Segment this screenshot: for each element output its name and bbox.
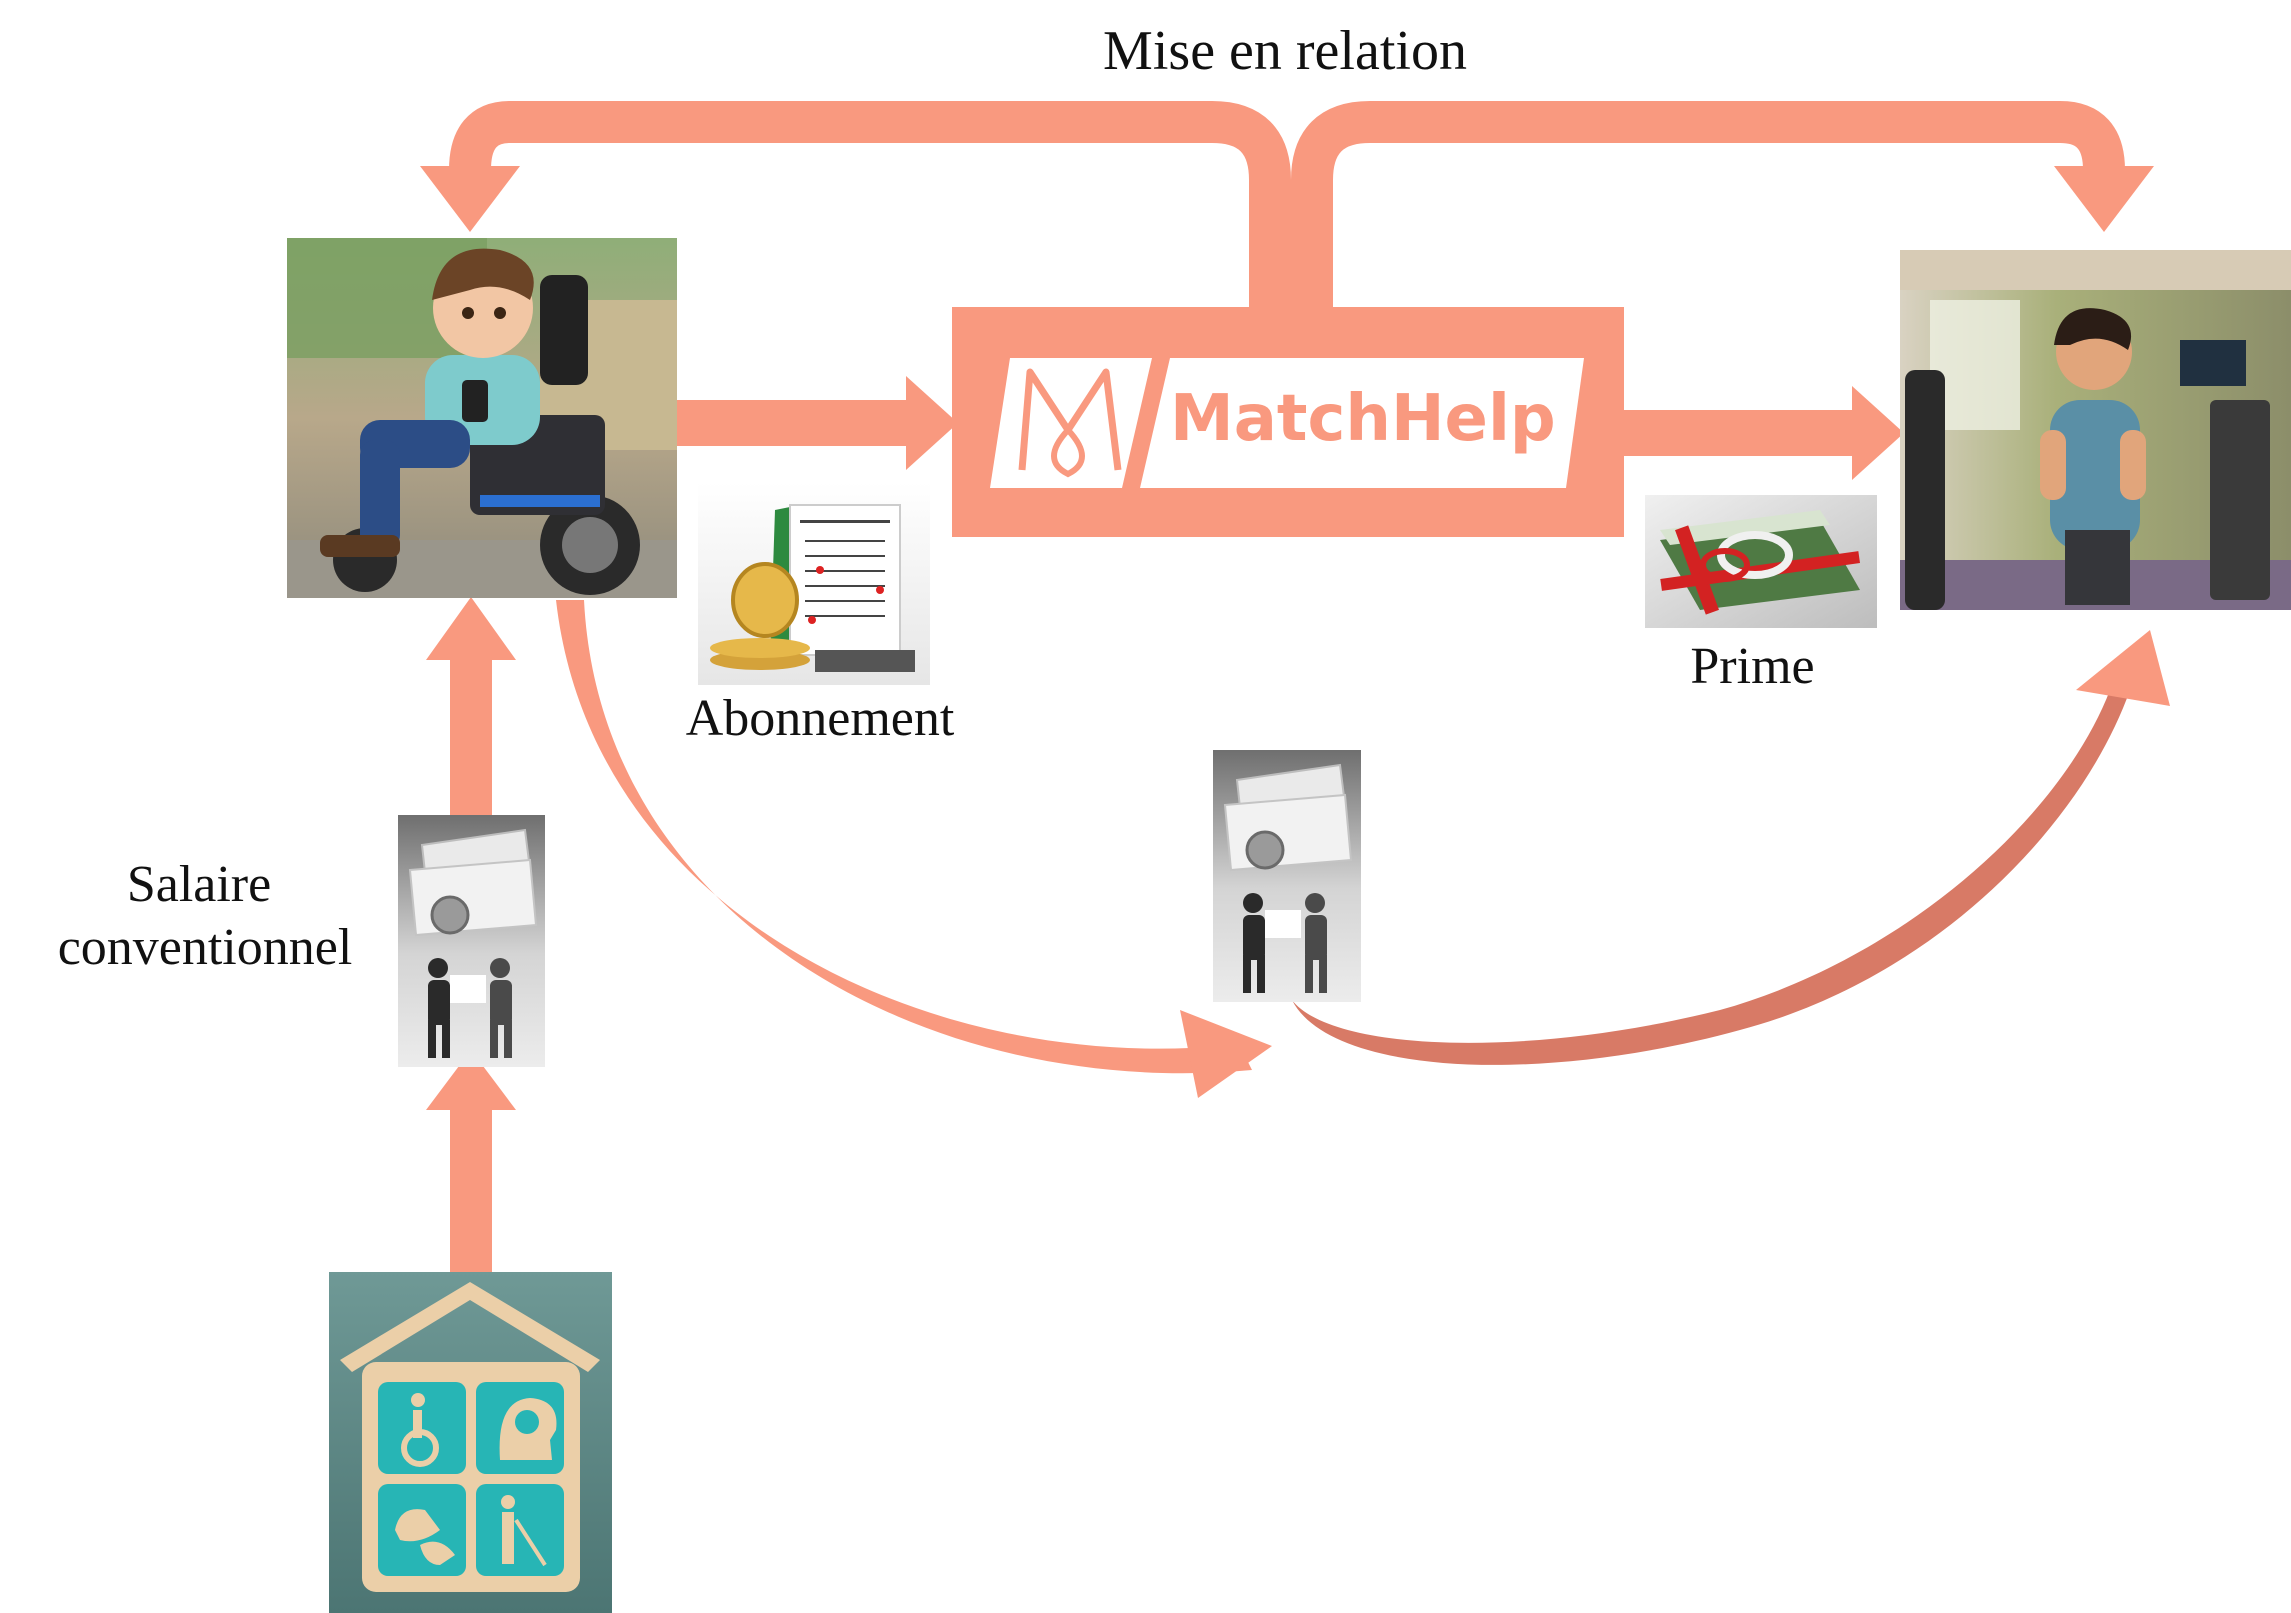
arrow-mise-en-relation bbox=[420, 101, 2154, 310]
bonus-money-gift-image bbox=[1645, 495, 1877, 628]
subscription-calendar-image bbox=[698, 482, 930, 685]
matchhelp-logo-icon bbox=[1018, 368, 1122, 478]
user-wheelchair-image bbox=[287, 238, 677, 598]
wheelchair-icon bbox=[401, 1393, 439, 1467]
arrow-money-to-person bbox=[426, 597, 516, 820]
service-payment-image bbox=[1213, 750, 1361, 1002]
subscription-label: Abonnement bbox=[685, 690, 955, 747]
gym-coach-image bbox=[1900, 250, 2291, 610]
platform-name: MatchHelp bbox=[1170, 382, 1556, 456]
sign-language-icon bbox=[395, 1509, 455, 1565]
arrow-person-to-payment bbox=[556, 600, 1272, 1098]
arrow-platform-to-right bbox=[1620, 386, 1904, 480]
salary-label-line2: conventionnel bbox=[57, 918, 353, 976]
bonus-label: Prime bbox=[1690, 638, 1815, 695]
salary-payment-image bbox=[398, 815, 545, 1067]
arrow-left-to-platform bbox=[676, 376, 958, 470]
blind-cane-icon bbox=[501, 1495, 547, 1567]
salary-label-line1: Salaire bbox=[126, 856, 272, 913]
mise-en-relation-label: Mise en relation bbox=[1103, 20, 1467, 82]
cognitive-head-icon bbox=[499, 1398, 557, 1460]
disability-house-image bbox=[329, 1272, 612, 1613]
arrow-house-to-money bbox=[426, 1050, 516, 1280]
matchhelp-box: MatchHelp bbox=[952, 307, 1624, 537]
arrow-payment-to-right bbox=[1292, 630, 2170, 1065]
salary-label: Salaire conventionnel bbox=[20, 857, 390, 976]
